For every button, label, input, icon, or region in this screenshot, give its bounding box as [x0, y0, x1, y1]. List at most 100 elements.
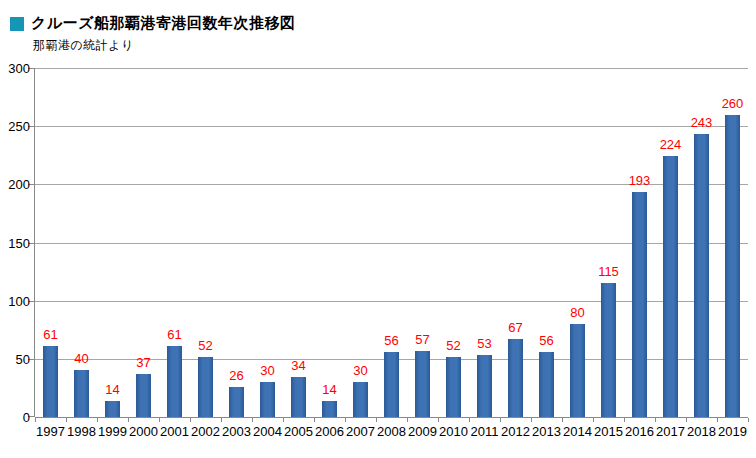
x-axis-tick: [500, 418, 501, 422]
x-axis-tick: [469, 418, 470, 422]
bar-2013: [539, 352, 554, 417]
chart-subtitle: 那覇港の統計より: [33, 37, 296, 54]
x-axis-tick: [128, 418, 129, 422]
x-tick-label: 2016: [624, 424, 655, 439]
x-tick-label: 2004: [252, 424, 283, 439]
bar-2003: [229, 387, 244, 417]
y-tick-label: 0: [0, 410, 30, 425]
bar-2012: [508, 339, 523, 417]
x-axis-tick: [221, 418, 222, 422]
plot-area: 0501001502002503006119974019981419993720…: [35, 68, 748, 417]
x-tick-label: 1999: [97, 424, 128, 439]
x-axis-tick: [686, 418, 687, 422]
x-axis-tick: [438, 418, 439, 422]
x-tick-label: 2014: [562, 424, 593, 439]
bar-2002: [198, 357, 213, 417]
x-tick-label: 2000: [128, 424, 159, 439]
bar-value-label: 30: [341, 363, 381, 378]
x-tick-label: 2006: [314, 424, 345, 439]
bar-2006: [322, 401, 337, 417]
x-axis-tick: [97, 418, 98, 422]
bar-2011: [477, 355, 492, 417]
bar-value-label: 34: [279, 358, 319, 373]
chart-title: クルーズ船那覇港寄港回数年次推移図: [31, 14, 296, 33]
x-axis-tick: [190, 418, 191, 422]
bar-value-label: 53: [465, 336, 505, 351]
x-axis-tick: [531, 418, 532, 422]
x-tick-label: 1998: [66, 424, 97, 439]
y-tick-label: 250: [0, 119, 30, 134]
bar-2007: [353, 382, 368, 417]
x-axis-tick: [717, 418, 718, 422]
x-axis-tick: [407, 418, 408, 422]
x-tick-label: 2003: [221, 424, 252, 439]
bar-2005: [291, 377, 306, 417]
x-axis-tick: [624, 418, 625, 422]
x-tick-label: 2013: [531, 424, 562, 439]
gridline: [35, 126, 748, 127]
bar-2001: [167, 346, 182, 417]
y-tick-label: 100: [0, 294, 30, 309]
bar-2018: [694, 134, 709, 417]
x-axis-tick: [562, 418, 563, 422]
x-axis-tick: [655, 418, 656, 422]
bar-2000: [136, 374, 151, 417]
bar-value-label: 37: [124, 355, 164, 370]
x-tick-label: 2002: [190, 424, 221, 439]
bar-value-label: 52: [186, 338, 226, 353]
x-tick-label: 2017: [655, 424, 686, 439]
bar-2004: [260, 382, 275, 417]
x-axis-line: [35, 417, 748, 418]
x-axis-tick: [66, 418, 67, 422]
bar-2016: [632, 192, 647, 417]
bar-value-label: 193: [620, 173, 660, 188]
bar-value-label: 260: [713, 96, 753, 111]
bar-value-label: 14: [93, 382, 133, 397]
x-tick-label: 2010: [438, 424, 469, 439]
x-tick-label: 2007: [345, 424, 376, 439]
y-tick-label: 200: [0, 177, 30, 192]
x-tick-label: 2009: [407, 424, 438, 439]
x-tick-label: 2015: [593, 424, 624, 439]
x-axis-tick: [252, 418, 253, 422]
bar-value-label: 56: [527, 333, 567, 348]
bar-1998: [74, 370, 89, 417]
bar-2019: [725, 115, 740, 417]
bar-2017: [663, 156, 678, 417]
bar-2015: [601, 283, 616, 417]
bar-value-label: 61: [31, 327, 71, 342]
y-tick-label: 50: [0, 352, 30, 367]
bar-value-label: 115: [589, 264, 629, 279]
bar-2014: [570, 324, 585, 417]
x-tick-label: 1997: [35, 424, 66, 439]
gridline: [35, 68, 748, 69]
x-tick-label: 2011: [469, 424, 500, 439]
x-axis-tick: [314, 418, 315, 422]
y-tick-label: 150: [0, 236, 30, 251]
x-axis-tick: [345, 418, 346, 422]
x-tick-label: 2012: [500, 424, 531, 439]
x-tick-label: 2005: [283, 424, 314, 439]
bar-value-label: 80: [558, 305, 598, 320]
bar-value-label: 224: [651, 137, 691, 152]
bar-value-label: 243: [682, 115, 722, 130]
y-tick-label: 300: [0, 61, 30, 76]
x-axis-tick: [376, 418, 377, 422]
title-bullet-icon: [10, 17, 24, 31]
x-tick-label: 2008: [376, 424, 407, 439]
chart-header: クルーズ船那覇港寄港回数年次推移図 那覇港の統計より: [10, 14, 296, 54]
x-tick-label: 2019: [717, 424, 748, 439]
bar-2009: [415, 351, 430, 417]
bar-value-label: 14: [310, 382, 350, 397]
bar-2010: [446, 357, 461, 417]
x-axis-tick: [35, 418, 36, 422]
x-tick-label: 2001: [159, 424, 190, 439]
bar-2008: [384, 352, 399, 417]
x-axis-tick: [593, 418, 594, 422]
bar-1999: [105, 401, 120, 417]
x-axis-tick: [283, 418, 284, 422]
x-tick-label: 2018: [686, 424, 717, 439]
bar-value-label: 40: [62, 351, 102, 366]
bar-1997: [43, 346, 58, 417]
x-axis-tick: [748, 418, 749, 422]
